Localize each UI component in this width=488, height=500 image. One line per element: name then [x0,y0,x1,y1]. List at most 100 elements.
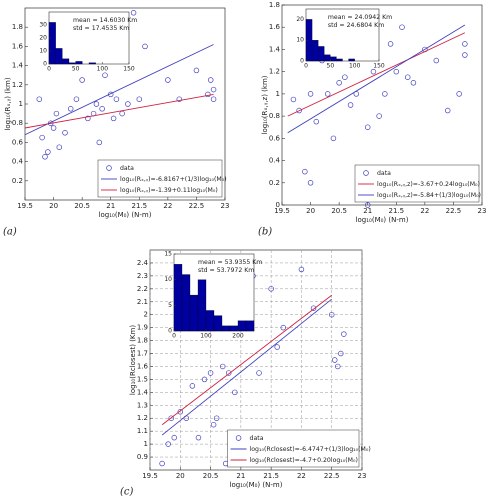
data-point [268,286,274,292]
hist-bar [189,294,199,332]
data-point [207,77,214,83]
data-point [290,96,297,103]
fit-line [161,294,332,426]
data-point [79,77,85,83]
hist-bar [173,264,183,332]
data-point [176,96,183,102]
x-tick-label: 22 [297,472,306,480]
x-axis-label: log₁₀(M₀) (N-m) [230,481,283,489]
data-point [36,96,43,102]
data-point [189,383,196,389]
y-axis-label: log₁₀(Rclosest) (Km) [129,325,137,395]
data-point [410,80,417,86]
data-point [382,91,388,97]
hist-bar [213,315,223,332]
inset-annotation: std = 53.7972 Km [198,267,254,274]
data-point [210,96,217,102]
data-point [165,77,171,83]
hist-bar [181,274,191,332]
y-tick-label: 1 [144,440,148,448]
hist-bar [237,320,247,332]
inset-annotation: std = 17.4535 Km [73,25,129,32]
data-point [53,110,60,117]
data-point [201,376,208,383]
legend-label: log₁₀(Rₓ,ᵧ,z)=-5.84+(1/3)log₁₀(M₀) [377,192,481,199]
x-tick-label: 20.5 [331,207,347,215]
data-point [338,350,344,357]
y-tick-label: 1.8 [269,1,280,9]
data-point [341,331,347,337]
y-tick-label: 1.2 [12,81,23,89]
fit-line [24,44,214,136]
inset-y-tick-label: 15 [164,251,172,258]
y-tick-label: 0.2 [269,179,280,187]
data-point [73,96,80,102]
data-point [195,434,202,441]
y-tick-label: 2.4 [137,259,149,267]
x-tick-label: 22 [163,202,172,210]
x-tick-label: 21.5 [263,472,279,480]
y-tick-label: 0.2 [12,177,23,185]
hist-bar [348,58,355,62]
inset-annotation: mean = 24.0942 Km [328,14,392,21]
data-point [274,344,280,350]
y-tick-label: 1.4 [12,62,24,70]
hist-bar [197,279,207,332]
inset-annotation: mean = 53.9355 Km [198,259,262,266]
inset-y-tick-label: 0 [300,58,304,65]
data-point [404,74,411,80]
y-tick-label: 0.9 [137,453,148,461]
inset-x-tick-label: 50 [72,66,80,73]
x-tick-label: 19.5 [17,202,33,210]
inset-x-tick-label: 50 [327,63,335,70]
hist-bar [55,48,63,65]
x-tick-label: 20 [176,472,185,480]
x-tick-label: 23 [478,207,487,215]
x-tick-label: 22.5 [189,202,205,210]
data-point [307,91,314,97]
data-point [50,125,57,131]
legend-label: log₁₀(Rₓ,ᵧ)=-1.39+0.11log₁₀(M₀) [120,187,218,194]
y-tick-label: 0.4 [12,158,24,166]
legend-box [227,429,360,468]
inset-x-tick-label: 100 [349,63,361,70]
y-tick-label: 0.4 [269,157,281,165]
data-point [307,180,314,186]
data-point [342,74,348,80]
data-point [364,124,371,130]
data-point [376,113,382,119]
inset-y-tick-label: 10 [39,48,47,55]
data-point [56,144,63,150]
data-point [113,96,120,102]
y-tick-label: 1 [19,100,23,108]
legend-label: log₁₀(Rclosest)=-4.7+0.20log₁₀(M₀) [250,457,358,464]
data-point [310,305,317,311]
legend-marker [235,435,242,441]
data-point [205,91,211,98]
y-tick-label: 1.5 [137,375,148,383]
hist-bar [318,46,325,62]
data-point [298,266,305,273]
data-point [210,421,217,428]
inset-x-tick-label: 200 [232,333,244,340]
data-point [193,67,200,74]
data-point [102,72,108,78]
inset-y-tick-label: 0 [43,61,47,68]
data-point [142,43,148,50]
data-point [177,409,184,415]
y-tick-label: 2.1 [137,298,148,306]
data-point [330,135,337,142]
data-point [42,154,48,160]
legend-label: data [120,165,134,172]
data-point [85,115,91,122]
y-tick-label: 1.4 [269,45,281,53]
y-tick-label: 0.8 [12,119,23,127]
x-tick-label: 23 [358,472,367,480]
legend-label: log₁₀(Rₓ,ᵧ)=-6.8167+(1/3)log₁₀(M₀) [120,176,227,183]
inset-x-tick-label: 0 [304,63,308,70]
data-point [67,106,74,112]
data-point [335,363,341,370]
legend-label: data [250,435,264,442]
data-point [347,102,354,108]
data-point [232,389,238,396]
